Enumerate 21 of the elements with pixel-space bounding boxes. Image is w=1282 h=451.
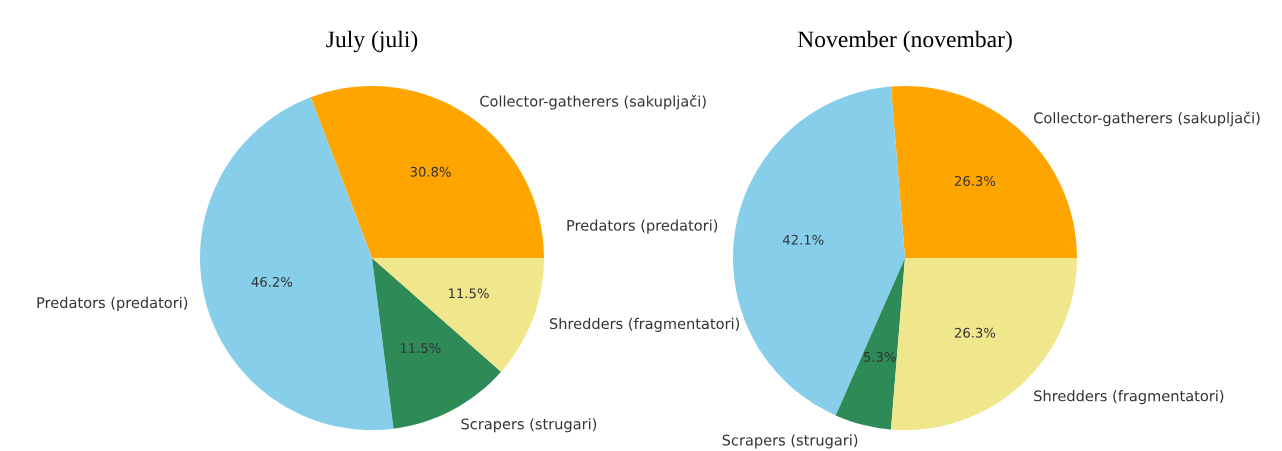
data-label: 30.8% bbox=[410, 166, 451, 177]
data-label: 26.3% bbox=[954, 327, 996, 338]
chart-title: November (novembar) bbox=[797, 30, 1012, 53]
slice-label: Collector-gatherers (sakupljači) bbox=[1034, 111, 1260, 127]
data-label: 26.3% bbox=[954, 175, 996, 186]
slice-label: Scrapers (strugari) bbox=[461, 418, 597, 433]
slice-label: Collector-gatherers (sakupljači) bbox=[480, 94, 706, 110]
data-label: 42.1% bbox=[782, 234, 824, 245]
slice-label: Predators (predatori) bbox=[37, 296, 188, 311]
slice-label: Scrapers (strugari) bbox=[722, 434, 858, 449]
pie-slice bbox=[372, 258, 544, 372]
data-label: 11.5% bbox=[400, 343, 441, 354]
chart-title: July (juli) bbox=[326, 30, 418, 53]
pie-slice bbox=[835, 258, 905, 430]
data-label: 11.5% bbox=[449, 288, 489, 299]
pie-slice bbox=[200, 97, 394, 430]
slice-label: Shredders (fragmentatori) bbox=[1034, 390, 1224, 405]
data-label: 46.2% bbox=[251, 276, 293, 287]
slice-label: Shredders (fragmentatori) bbox=[549, 317, 740, 332]
data-label: 5.3% bbox=[863, 351, 896, 362]
slice-label: Predators (predatori) bbox=[567, 219, 718, 234]
